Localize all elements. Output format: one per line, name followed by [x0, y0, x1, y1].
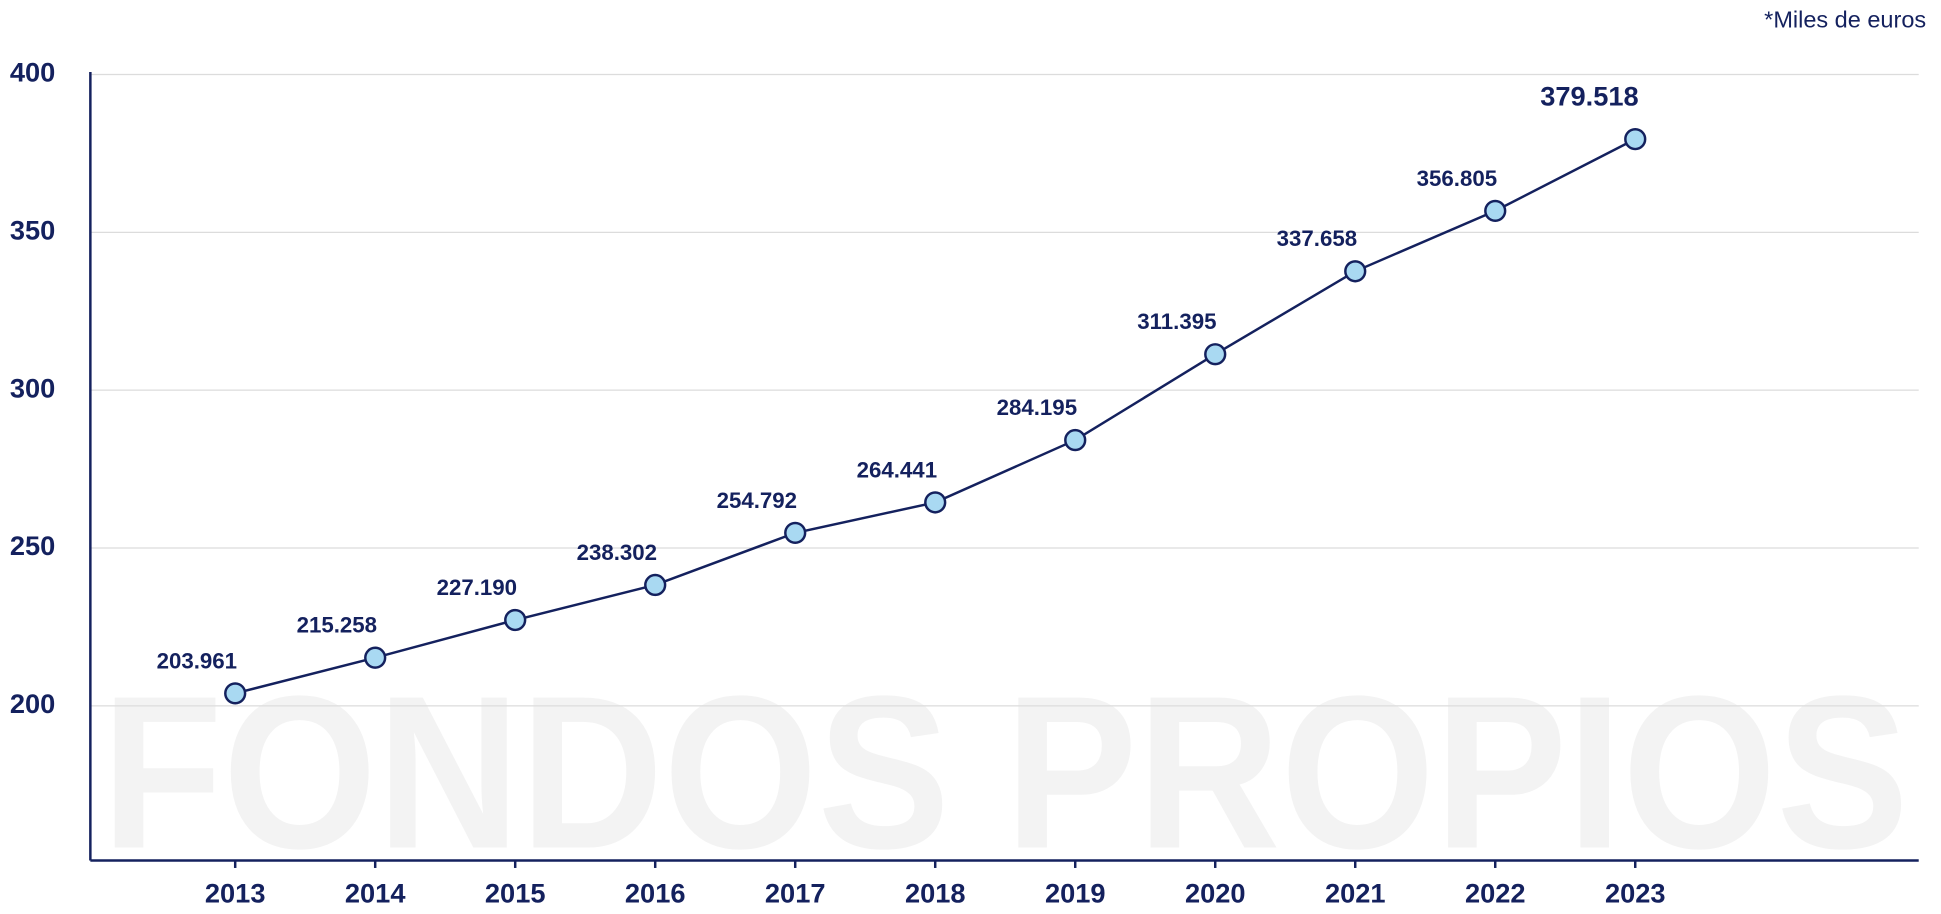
marker	[924, 491, 947, 514]
y-tick-label: 350	[10, 215, 55, 246]
x-tick-label: 2013	[205, 877, 266, 908]
x-tick-label: 2022	[1465, 877, 1526, 908]
marker	[1204, 343, 1227, 366]
data-label: 284.195	[997, 395, 1078, 420]
data-label: 356.805	[1417, 166, 1498, 191]
data-label: 311.395	[1137, 309, 1216, 334]
data-label: 238.302	[577, 540, 658, 565]
marker	[1624, 128, 1647, 151]
data-label: 203.961	[157, 648, 237, 673]
unit-note: *Miles de euros	[1764, 6, 1926, 32]
y-tick-label: 200	[10, 688, 55, 719]
x-tick-label: 2021	[1325, 877, 1386, 908]
x-tick-label: 2015	[485, 877, 546, 908]
marker	[644, 573, 667, 597]
line	[234, 138, 1636, 695]
data-label: 337.658	[1277, 226, 1358, 251]
y-tick-label: 300	[10, 372, 55, 403]
x-tick-label: 2023	[1605, 877, 1666, 908]
data-label: 379.518	[1540, 80, 1638, 111]
x-tick-label: 2014	[345, 877, 406, 908]
data-label: 215.258	[297, 613, 378, 638]
x-tick-label: 2016	[625, 877, 686, 908]
marker	[224, 682, 247, 705]
marker	[504, 608, 527, 632]
x-tick-label: 2020	[1185, 877, 1246, 908]
data-label: 264.441	[857, 457, 938, 482]
x-tick-label: 2017	[765, 877, 826, 908]
data-label: 227.190	[437, 575, 517, 600]
marker	[1344, 260, 1367, 283]
marker	[1064, 428, 1087, 452]
marker	[1484, 199, 1507, 222]
y-tick-label: 250	[10, 530, 55, 561]
data-label: 254.792	[717, 488, 798, 513]
marker	[784, 521, 807, 545]
x-tick-label: 2018	[905, 877, 966, 908]
marker	[364, 646, 387, 669]
x-tick-label: 2019	[1045, 877, 1106, 908]
watermark: FONDOS PROPIOS	[102, 652, 1909, 895]
y-tick-label: 400	[10, 57, 55, 88]
